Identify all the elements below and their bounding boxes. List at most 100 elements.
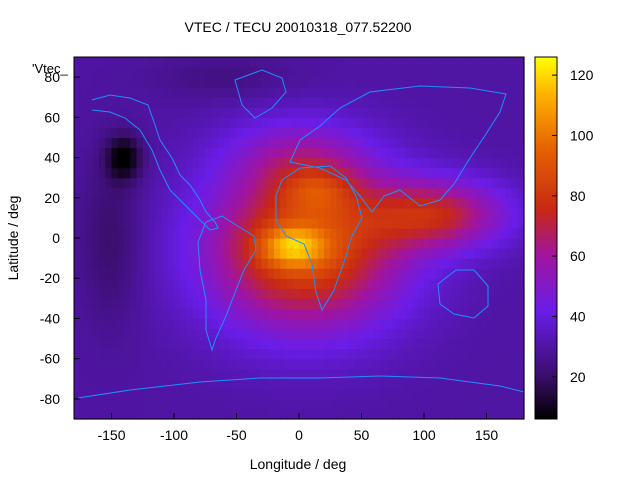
heatmap-cell <box>236 77 244 88</box>
heatmap-cell <box>130 157 138 169</box>
heatmap-cell <box>142 348 150 360</box>
heatmap-cell <box>92 107 100 118</box>
heatmap-cell <box>430 57 438 68</box>
heatmap-cell <box>361 87 369 98</box>
heatmap-cell <box>299 318 306 330</box>
heatmap-cell <box>492 338 500 350</box>
heatmap-cell <box>430 288 438 299</box>
heatmap-cell <box>455 368 463 380</box>
heatmap-cell <box>505 177 513 189</box>
heatmap-cell <box>105 318 113 330</box>
heatmap-cell <box>136 137 144 149</box>
heatmap-cell <box>99 308 106 320</box>
heatmap-cell <box>142 318 150 330</box>
heatmap-cell <box>480 207 488 219</box>
heatmap-cell <box>249 77 256 88</box>
heatmap-cell <box>280 87 288 98</box>
heatmap-cell <box>392 248 400 259</box>
heatmap-cell <box>380 177 388 189</box>
heatmap-cell <box>249 328 256 340</box>
heatmap-cell <box>467 328 475 340</box>
heatmap-cell <box>467 358 475 370</box>
heatmap-cell <box>130 268 138 279</box>
heatmap-cell <box>349 107 356 118</box>
heatmap-cell <box>342 137 350 149</box>
heatmap-cell <box>74 197 81 209</box>
heatmap-cell <box>480 308 488 320</box>
heatmap-cell <box>374 288 381 299</box>
heatmap-cell <box>199 217 206 229</box>
heatmap-cell <box>130 348 138 360</box>
heatmap-cell <box>311 57 319 68</box>
heatmap-cell <box>399 157 406 169</box>
heatmap-cell <box>299 67 306 78</box>
heatmap-cell <box>411 398 419 410</box>
heatmap-cell <box>342 117 350 128</box>
heatmap-cell <box>124 248 131 259</box>
heatmap-cell <box>461 197 469 209</box>
heatmap-cell <box>142 258 150 269</box>
heatmap-cell <box>442 167 450 179</box>
heatmap-cell <box>142 338 150 350</box>
heatmap-cell <box>167 197 175 209</box>
heatmap-cell <box>311 328 319 340</box>
heatmap-cell <box>380 87 388 98</box>
heatmap-cell <box>355 117 363 128</box>
heatmap-cell <box>211 368 219 380</box>
heatmap-cell <box>117 318 125 330</box>
heatmap-cell <box>424 298 431 309</box>
heatmap-cell <box>367 388 375 400</box>
heatmap-cell <box>99 77 106 88</box>
heatmap-cell <box>499 268 506 279</box>
heatmap-cell <box>361 358 369 370</box>
heatmap-cell <box>86 207 94 219</box>
heatmap-cell <box>186 227 194 239</box>
heatmap-cell <box>261 258 269 269</box>
heatmap-cell <box>486 137 494 149</box>
heatmap-cell <box>517 217 525 229</box>
heatmap-cell <box>111 278 119 289</box>
heatmap-cell <box>180 388 188 400</box>
heatmap-cell <box>167 398 175 410</box>
heatmap-cell <box>505 308 513 320</box>
heatmap-cell <box>505 147 513 159</box>
heatmap-cell <box>405 328 413 340</box>
heatmap-cell <box>199 107 206 118</box>
heatmap-cell <box>442 398 450 410</box>
heatmap-cell <box>467 268 475 279</box>
heatmap-cell <box>80 107 88 118</box>
heatmap-cell <box>211 258 219 269</box>
heatmap-cell <box>186 207 194 219</box>
heatmap-cell <box>480 217 488 229</box>
heatmap-cell <box>230 157 238 169</box>
heatmap-cell <box>199 238 206 249</box>
heatmap-cell <box>211 157 219 169</box>
heatmap-cell <box>436 197 444 209</box>
coastline-antarctica <box>77 375 525 399</box>
heatmap-cell <box>230 358 238 370</box>
heatmap-cell <box>342 328 350 340</box>
heatmap-cell <box>242 308 250 320</box>
heatmap-cell <box>324 227 331 239</box>
heatmap-cell <box>192 67 200 78</box>
heatmap-cell <box>399 318 406 330</box>
heatmap-cell <box>249 398 256 410</box>
heatmap-cell <box>86 398 94 410</box>
heatmap-cell <box>99 157 106 169</box>
heatmap-cell <box>192 298 200 309</box>
heatmap-cell <box>80 328 88 340</box>
heatmap-cell <box>111 348 119 360</box>
heatmap-cell <box>330 157 338 169</box>
heatmap-cell <box>392 268 400 279</box>
heatmap-cell <box>286 127 294 139</box>
heatmap-cell <box>417 318 425 330</box>
heatmap-cell <box>130 288 138 299</box>
heatmap-cell <box>180 137 188 149</box>
heatmap-cell <box>511 57 519 68</box>
heatmap-cell <box>367 238 375 249</box>
heatmap-cell <box>255 288 263 299</box>
heatmap-cell <box>380 187 388 199</box>
heatmap-cell <box>517 288 525 299</box>
heatmap-cell <box>480 368 488 380</box>
